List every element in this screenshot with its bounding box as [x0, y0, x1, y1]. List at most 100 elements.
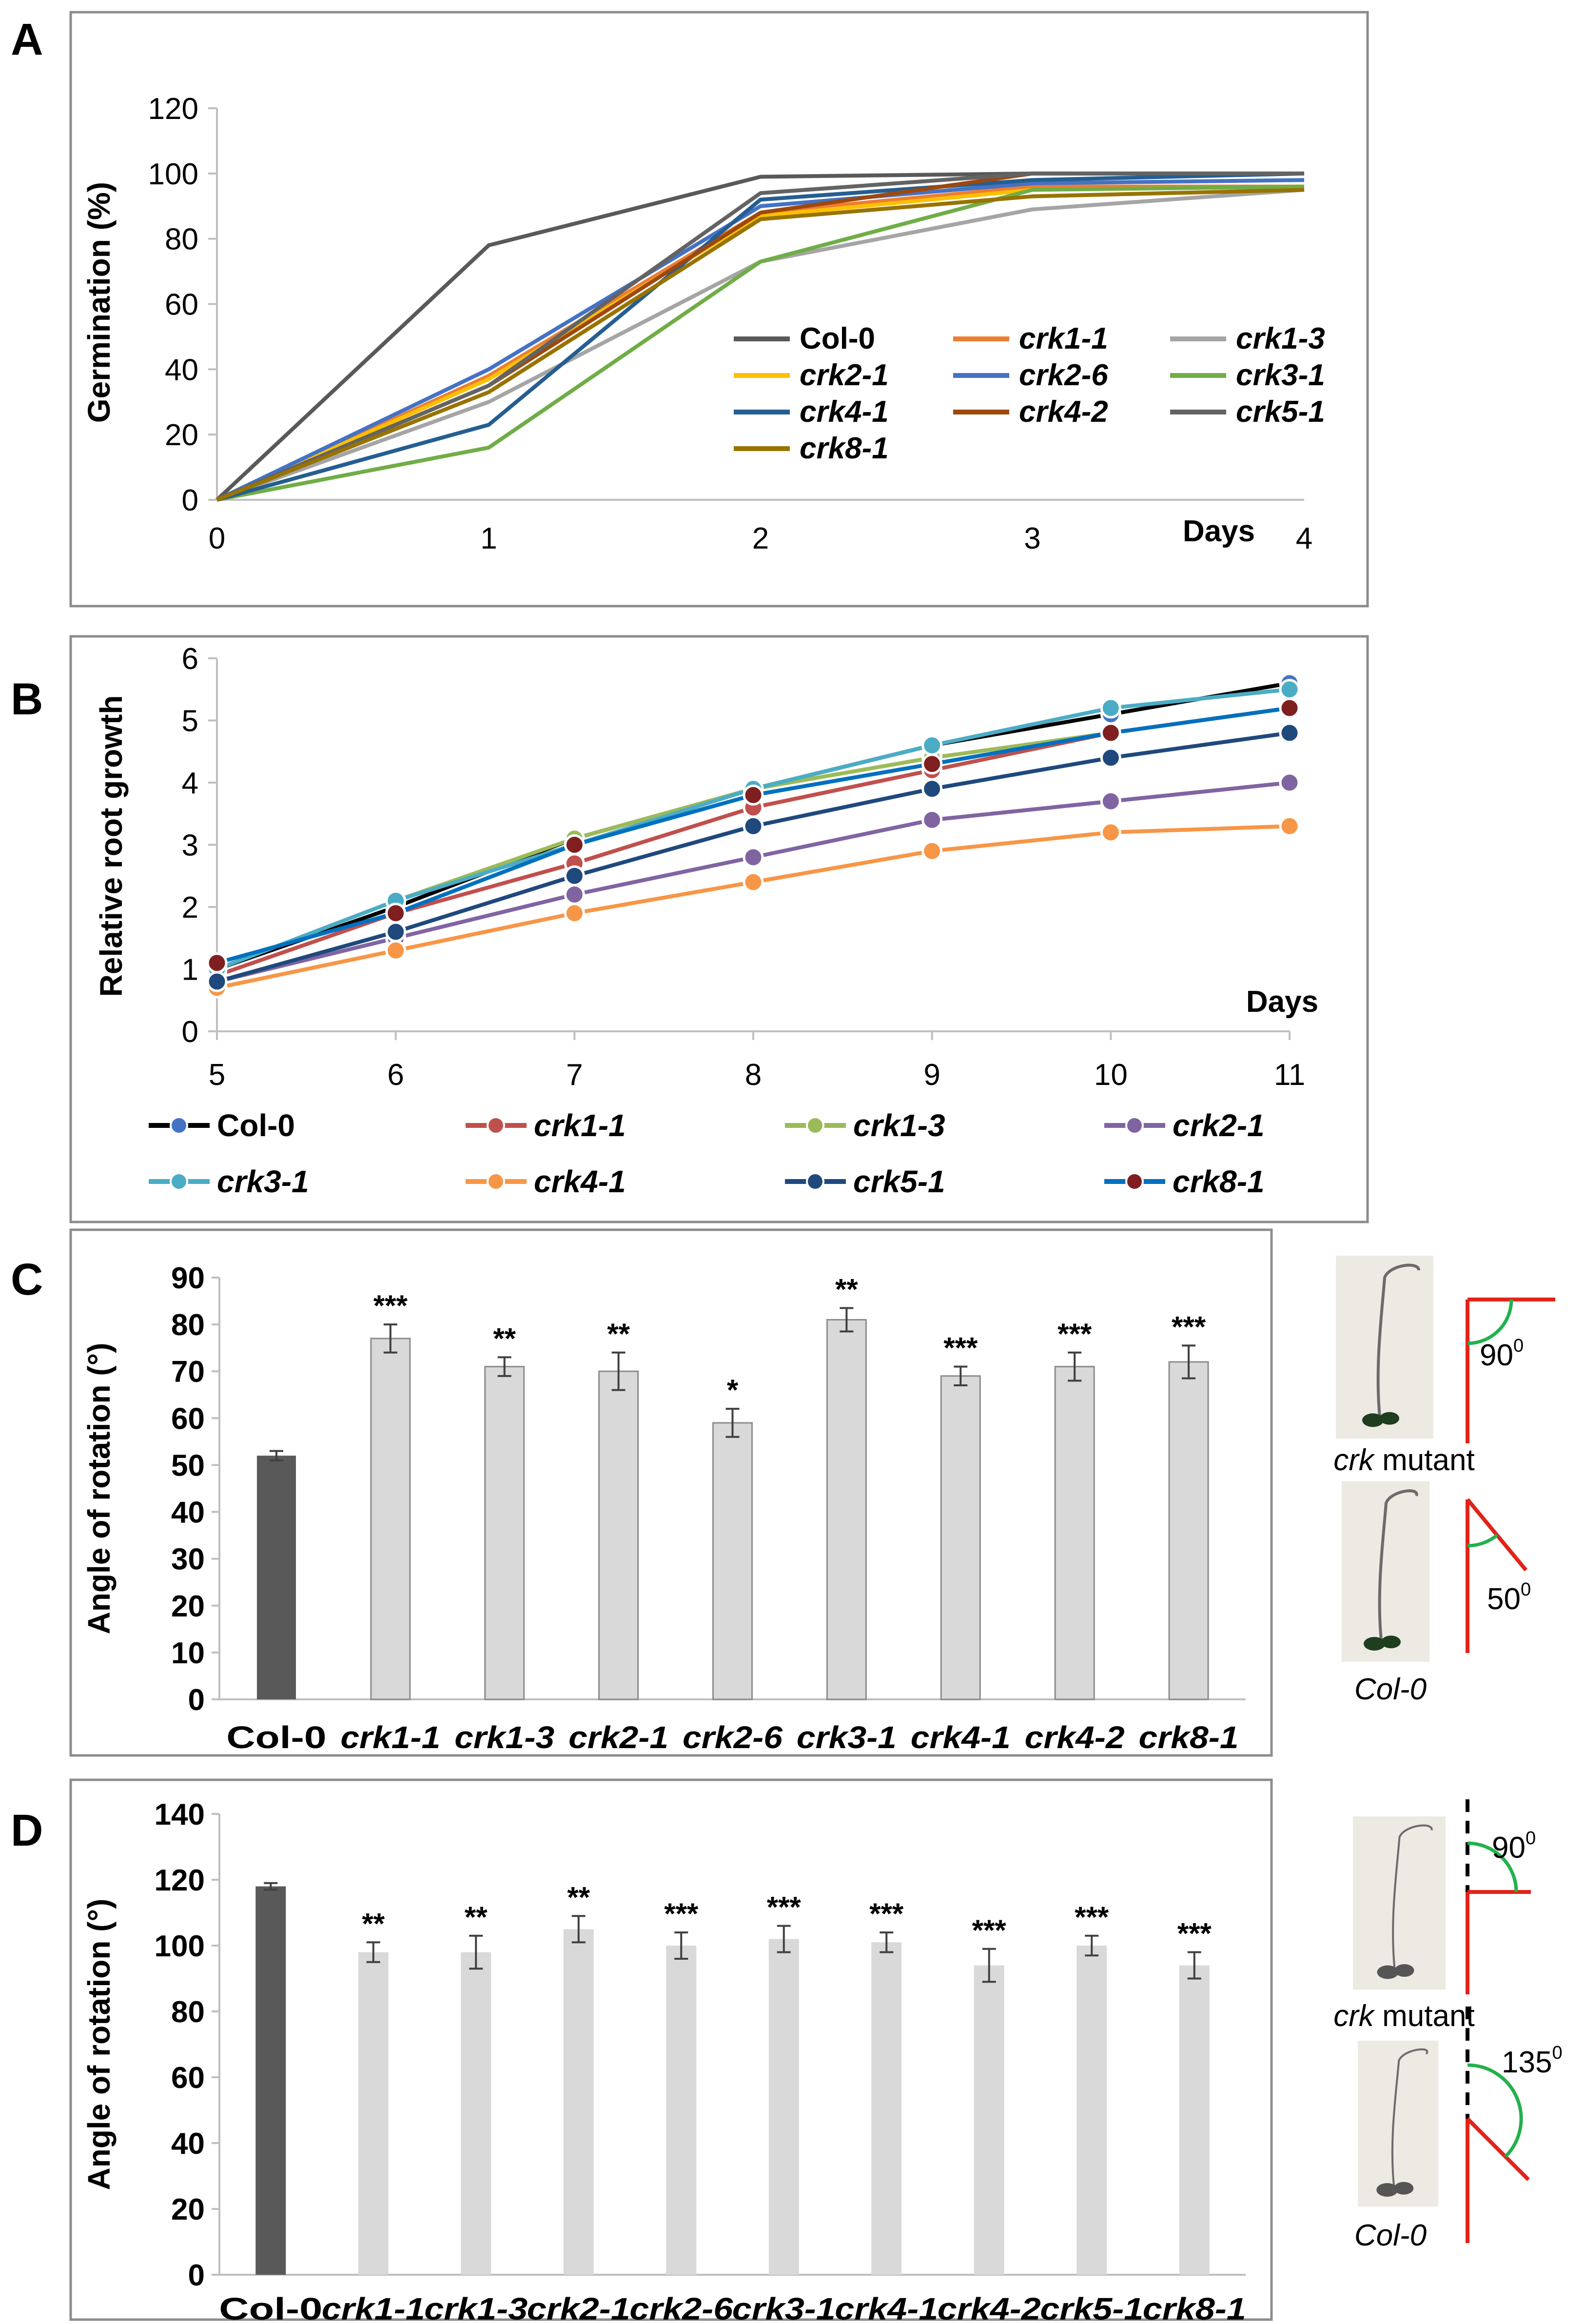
- data-point-crk2-1: [564, 884, 585, 905]
- mutant-label: crk mutant: [1333, 1443, 1474, 1477]
- legend-label-crk8-1: crk8-1: [1173, 1164, 1265, 1199]
- category-label-crk2-6: crk2-6: [683, 1720, 783, 1755]
- y-tick-label: 5: [182, 705, 198, 738]
- significance-crk8-1: ***: [1172, 1310, 1206, 1343]
- data-point-crk8-1: [385, 903, 407, 924]
- significance-crk1-1: **: [362, 1907, 385, 1940]
- data-point-crk5-1: [743, 815, 764, 837]
- legend-marker-crk4-1: [487, 1172, 505, 1191]
- data-point-crk3-1: [1100, 697, 1121, 719]
- wt-angle-arc: [1467, 2063, 1523, 2158]
- significance-crk4-2: ***: [972, 1914, 1007, 1947]
- mutant-seedling-root: [1392, 1824, 1433, 1969]
- y-tick-label: 100: [155, 1930, 205, 1963]
- bar-crk2-1: [598, 1370, 639, 1700]
- panel-letter-b: B: [11, 674, 43, 724]
- data-point-crk3-1: [921, 735, 943, 756]
- wt-seedling-cotyledon: [1394, 2182, 1414, 2195]
- legend-label-crk1-3: crk1-3: [1236, 322, 1325, 355]
- series-line-crk4-1: [216, 171, 1305, 502]
- y-tick-label: 40: [165, 353, 198, 387]
- panel-d-inset: crk mutant Col-0 900 1350: [1333, 1799, 1563, 2252]
- mutant-seedling-root: [1376, 1263, 1420, 1417]
- y-tick-label: 80: [171, 1995, 205, 2029]
- series-line-crk5-1: [216, 171, 1304, 502]
- panel-letter-a: A: [11, 15, 43, 64]
- data-point-crk4-1: [1279, 815, 1300, 837]
- y-tick-label: 20: [171, 2193, 205, 2226]
- y-axis-label: Angle of rotation (°): [81, 1899, 117, 2190]
- legend-label-Col-0: Col-0: [800, 322, 875, 355]
- bar-crk4-1: [940, 1375, 981, 1700]
- x-tick-label: 9: [923, 1058, 940, 1092]
- data-point-crk5-1: [564, 865, 585, 886]
- wt-label-italic: Col-0: [1354, 1673, 1427, 1706]
- bar-crk2-6: [666, 1946, 697, 2275]
- legend-label-crk3-1: crk3-1: [1236, 358, 1325, 392]
- significance-crk1-3: **: [493, 1322, 516, 1355]
- legend-marker-crk1-1: [487, 1116, 505, 1135]
- bar-crk8-1: [1179, 1965, 1210, 2275]
- x-tick-label: 0: [209, 522, 225, 555]
- x-tick-label: 7: [566, 1058, 583, 1092]
- wt-angle-arc: [1467, 1534, 1499, 1548]
- panel-b-frame: [69, 635, 1369, 1223]
- wt-seedling-root: [1378, 1489, 1418, 1640]
- category-label-Col-0: Col-0: [219, 2291, 322, 2324]
- wt-seedling-cotyledon: [1381, 1635, 1401, 1649]
- legend-marker-crk2-1: [1125, 1116, 1144, 1135]
- significance-crk3-1: **: [835, 1273, 858, 1305]
- mutant-seedling-cotyledon: [1362, 1413, 1384, 1427]
- data-point-crk3-1: [1279, 679, 1300, 700]
- y-tick-label: 3: [182, 829, 198, 863]
- significance-crk1-1: ***: [373, 1289, 408, 1322]
- panel-d-frame: [69, 1778, 1273, 2321]
- bar-crk3-1: [826, 1319, 867, 1700]
- series-line-crk1-3: [216, 706, 1290, 971]
- wt-label-italic: Col-0: [1354, 2219, 1427, 2252]
- series-line-crk2-6: [216, 178, 1305, 502]
- bar-crk2-1: [563, 1929, 594, 2275]
- data-point-crk2-1: [1100, 790, 1121, 812]
- wt-diagonal-line: [1466, 2117, 1530, 2181]
- y-tick-label: 0: [188, 2259, 205, 2292]
- mutant-angle-label: 900: [1492, 1828, 1536, 1865]
- legend-marker-Col-0: [170, 1116, 188, 1135]
- bar-crk8-1: [1168, 1361, 1209, 1700]
- x-tick-label: 4: [1296, 522, 1312, 555]
- y-tick-label: 80: [165, 223, 198, 256]
- mutant-degree-mark: 0: [1526, 1828, 1536, 1849]
- panel-letter-c: C: [11, 1255, 43, 1304]
- mutant-angle-arc: [1467, 1299, 1513, 1345]
- bar-crk4-2: [1054, 1366, 1095, 1700]
- category-label-crk4-1: crk4-1: [911, 1720, 1011, 1755]
- y-tick-label: 120: [155, 1864, 205, 1897]
- x-tick-label: 10: [1094, 1058, 1128, 1092]
- data-point-crk5-1: [385, 921, 407, 943]
- significance-crk5-1: ***: [1075, 1901, 1109, 1933]
- data-point-crk5-1: [1100, 747, 1121, 768]
- significance-crk8-1: ***: [1177, 1917, 1212, 1950]
- panel-d-bar-chart: 0 20 40 60 80 100 120 140 Angle of rotation (°) C…: [81, 1798, 1246, 2324]
- panel-c-inset: crk mutant Col-0 900 500: [1333, 1256, 1555, 1706]
- category-label-crk4-2: crk4-2: [938, 2291, 1041, 2324]
- y-tick-label: 0: [182, 484, 198, 517]
- category-label-crk1-1: crk1-1: [340, 1720, 440, 1755]
- x-tick-label: 1: [480, 522, 497, 555]
- bar-crk1-1: [358, 1952, 389, 2275]
- legend-label-crk3-1: crk3-1: [217, 1164, 309, 1199]
- x-tick-label: 5: [209, 1058, 225, 1092]
- category-label-crk2-1: crk2-1: [568, 1720, 668, 1755]
- y-tick-label: 140: [155, 1798, 205, 1832]
- legend-label-crk1-1: crk1-1: [1019, 322, 1108, 355]
- data-point-crk8-1: [1100, 722, 1121, 744]
- significance-crk2-1: **: [607, 1318, 630, 1350]
- significance-crk4-2: ***: [1057, 1318, 1092, 1350]
- panel-c-frame: [69, 1228, 1273, 1757]
- mutant-angle-label: 900: [1480, 1336, 1524, 1372]
- bar-crk4-2: [974, 1965, 1004, 2275]
- legend-marker-crk8-1: [1125, 1172, 1144, 1191]
- mutant-label-rest: mutant: [1374, 1443, 1475, 1477]
- data-point-crk4-1: [921, 840, 943, 862]
